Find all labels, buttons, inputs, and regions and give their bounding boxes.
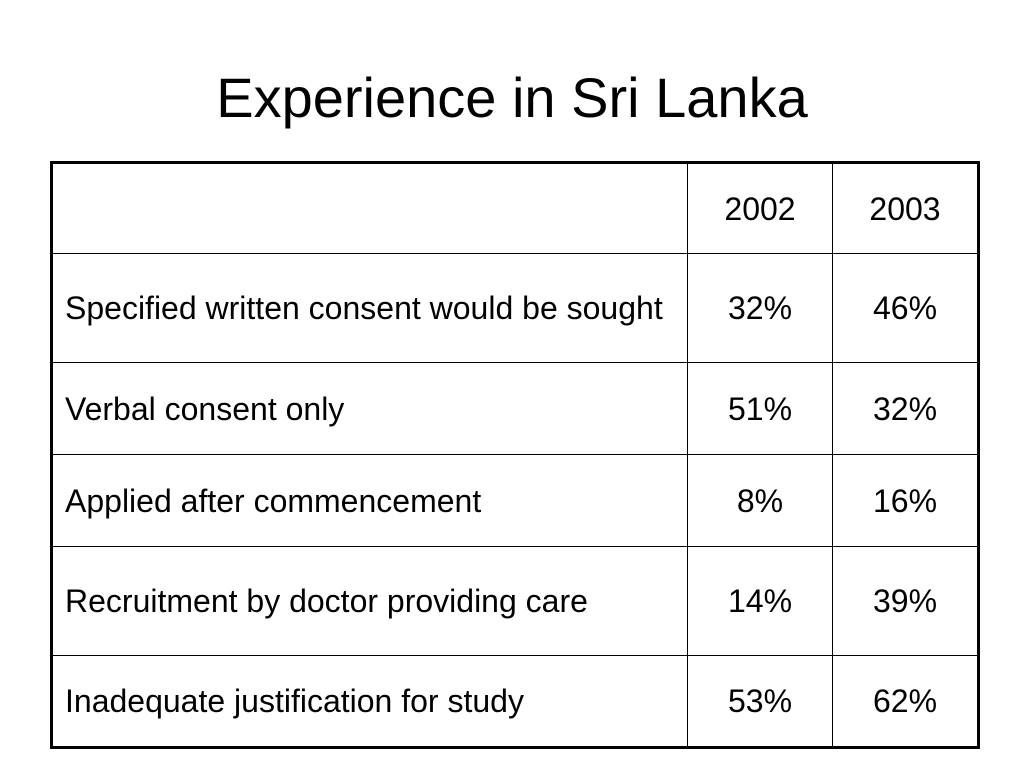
- row-label: Verbal consent only: [51, 362, 688, 455]
- table-row: Inadequate justification for study 53% 6…: [51, 655, 979, 748]
- cell-value: 39%: [832, 546, 979, 656]
- cell-value: 62%: [832, 655, 979, 748]
- column-header-2002: 2002: [687, 162, 833, 254]
- table-row: Specified written consent would be sough…: [51, 253, 979, 363]
- table-row: Applied after commencement 8% 16%: [51, 454, 979, 547]
- corner-cell: [51, 162, 688, 254]
- data-table: 2002 2003 Specified written consent woul…: [50, 161, 980, 749]
- cell-value: 53%: [687, 655, 833, 748]
- cell-value: 14%: [687, 546, 833, 656]
- table-header-row: 2002 2003: [51, 162, 979, 254]
- row-label: Inadequate justification for study: [51, 655, 688, 748]
- slide-title: Experience in Sri Lanka: [216, 66, 808, 129]
- row-label: Specified written consent would be sough…: [51, 253, 688, 363]
- row-label: Recruitment by doctor providing care: [51, 546, 688, 656]
- column-header-2003: 2003: [832, 162, 979, 254]
- cell-value: 32%: [687, 253, 833, 363]
- cell-value: 32%: [832, 362, 979, 455]
- cell-value: 8%: [687, 454, 833, 547]
- row-label: Applied after commencement: [51, 454, 688, 547]
- cell-value: 46%: [832, 253, 979, 363]
- cell-value: 16%: [832, 454, 979, 547]
- table-row: Verbal consent only 51% 32%: [51, 362, 979, 455]
- cell-value: 51%: [687, 362, 833, 455]
- table-row: Recruitment by doctor providing care 14%…: [51, 546, 979, 656]
